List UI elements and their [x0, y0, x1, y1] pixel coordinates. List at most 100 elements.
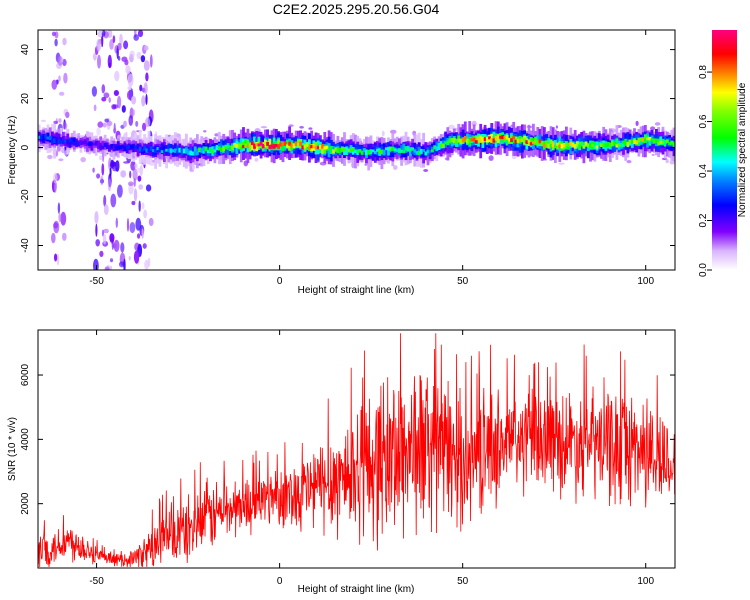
ridge-cell — [327, 147, 331, 151]
speckle — [390, 129, 397, 134]
noise-blob — [94, 211, 99, 224]
speckle — [448, 124, 455, 130]
noise-blob — [95, 239, 100, 247]
ridge-cell — [648, 136, 652, 146]
ridge-cell — [123, 142, 127, 149]
ridge-cell — [149, 146, 153, 151]
ridge-cell — [433, 146, 436, 154]
ridge-cell — [639, 137, 643, 142]
ridge-cell — [466, 139, 469, 144]
ridge-cell — [514, 139, 518, 144]
ridge-cell — [527, 140, 531, 146]
ridge-cell — [400, 144, 403, 152]
speckle — [113, 128, 117, 134]
ridge-cell — [641, 138, 645, 142]
ridge-cell — [483, 137, 487, 142]
ridge-cell — [38, 135, 41, 139]
ridge-cell — [75, 140, 78, 146]
spectrogram-x-label: Height of straight line (km) — [298, 285, 415, 296]
ridge-cell — [283, 141, 287, 146]
noise-blob — [54, 253, 58, 262]
ridge-cell — [356, 149, 360, 153]
speckle — [203, 130, 207, 133]
ridge-cell — [661, 141, 665, 144]
speckle — [260, 126, 267, 129]
ridge-cell — [226, 145, 230, 148]
noise-blob — [145, 94, 148, 105]
ridge-cell — [505, 134, 509, 140]
ridge-cell — [450, 138, 454, 142]
x-tick-label: 0 — [277, 276, 283, 287]
ridge-cell — [40, 134, 43, 140]
ridge-cell — [119, 145, 122, 150]
ridge-cell — [626, 141, 630, 147]
ridge-cell — [292, 143, 296, 148]
figure-title: C2E2.2025.295.20.56.G04 — [273, 1, 440, 17]
ridge-cell — [389, 146, 392, 151]
ridge-cell — [536, 140, 540, 144]
noise-blob — [133, 250, 140, 264]
ridge-cell — [442, 143, 445, 149]
ridge-cell — [406, 147, 410, 152]
ridge-cell — [154, 148, 157, 153]
ridge-cell — [112, 146, 116, 151]
ridge-cell — [584, 141, 588, 146]
ridge-cell — [136, 145, 140, 149]
noise-blob — [101, 84, 106, 94]
ridge-cell — [323, 145, 327, 154]
ridge-cell — [402, 150, 406, 154]
noise-blob — [98, 155, 103, 161]
noise-blob — [138, 184, 143, 190]
ridge-cell — [321, 146, 324, 154]
ridge-cell — [387, 148, 390, 156]
ridge-cell — [264, 141, 267, 145]
ridge-cell — [415, 151, 419, 155]
noise-blob — [51, 31, 56, 37]
noise-blob — [124, 59, 129, 66]
ridge-cell — [319, 145, 322, 150]
noise-blob — [61, 58, 64, 63]
ridge-cell — [496, 137, 500, 141]
noise-blob — [129, 222, 136, 234]
ridge-cell — [608, 142, 612, 147]
noise-blob — [123, 258, 126, 270]
snr-plot-area — [38, 330, 675, 568]
ridge-cell — [474, 140, 478, 144]
ridge-cell — [114, 145, 118, 151]
ridge-cell — [479, 135, 483, 142]
ridge-cell — [90, 141, 94, 151]
y-tick-label: 40 — [20, 44, 31, 56]
ridge-cell — [204, 146, 208, 152]
noise-blob — [51, 79, 58, 90]
ridge-cell — [90, 142, 94, 146]
speckle — [488, 155, 494, 161]
ridge-cell — [303, 144, 307, 149]
snr-line — [38, 333, 675, 568]
ridge-cell — [613, 141, 617, 146]
ridge-cell — [132, 143, 136, 153]
ridge-cell — [580, 141, 584, 146]
speckle — [53, 120, 58, 125]
ridge-cell — [116, 145, 120, 150]
ridge-cell — [81, 140, 85, 145]
ridge-cell — [222, 147, 226, 151]
ridge-cell — [571, 142, 575, 147]
ridge-cell — [220, 147, 223, 153]
ridge-cell — [356, 144, 360, 155]
noise-blob — [132, 109, 136, 116]
noise-blob — [115, 160, 120, 172]
ridge-cell — [290, 144, 294, 148]
ridge-cell — [51, 135, 54, 141]
ridge-cell — [340, 146, 344, 152]
ridge-cell — [239, 143, 243, 147]
ridge-cell — [268, 138, 272, 149]
noise-blob — [133, 188, 138, 202]
noise-blob — [96, 173, 101, 179]
colorbar-tick-label: 0.6 — [698, 114, 709, 128]
noise-blob — [97, 54, 101, 69]
ridge-cell — [277, 139, 280, 147]
x-tick-label: -50 — [89, 276, 104, 287]
ridge-cell — [545, 140, 548, 146]
ridge-cell — [250, 141, 254, 151]
ridge-cell — [86, 142, 89, 146]
